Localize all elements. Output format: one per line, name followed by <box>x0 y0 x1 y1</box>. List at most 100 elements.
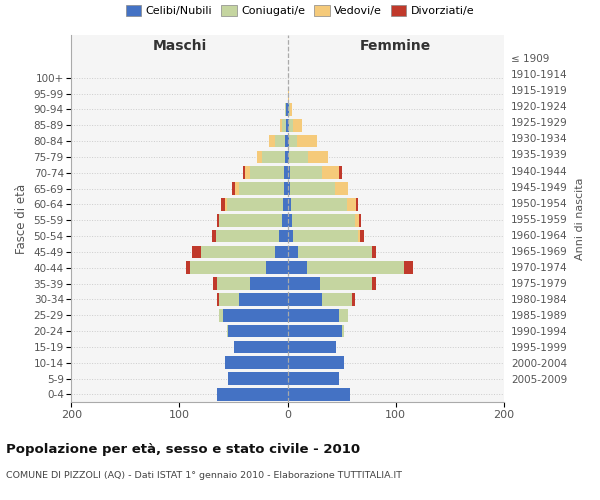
Bar <box>235 182 239 195</box>
Bar <box>269 135 275 147</box>
Bar <box>289 119 293 132</box>
Bar <box>322 293 352 306</box>
Bar <box>287 166 290 179</box>
Text: Femmine: Femmine <box>360 39 431 53</box>
Bar <box>250 278 287 290</box>
Bar <box>228 325 287 338</box>
Bar <box>245 166 250 179</box>
Bar <box>286 103 287 116</box>
Bar <box>284 182 287 195</box>
Bar <box>287 372 340 385</box>
Bar <box>287 135 289 147</box>
Bar <box>220 309 223 322</box>
Bar <box>193 246 201 258</box>
Bar <box>275 246 287 258</box>
Bar <box>233 340 287 353</box>
Bar <box>291 198 347 211</box>
Bar <box>287 214 292 226</box>
Bar <box>290 103 292 116</box>
Bar <box>360 230 364 242</box>
Bar <box>262 150 286 164</box>
Y-axis label: Anni di nascita: Anni di nascita <box>575 178 585 260</box>
Bar <box>372 278 376 290</box>
Bar <box>283 198 287 211</box>
Bar <box>275 135 286 147</box>
Bar <box>212 230 216 242</box>
Bar <box>287 103 289 116</box>
Bar <box>223 309 287 322</box>
Bar <box>225 356 287 369</box>
Bar <box>228 372 287 385</box>
Bar <box>287 340 336 353</box>
Text: COMUNE DI PIZZOLI (AQ) - Dati ISTAT 1° gennaio 2010 - Elaborazione TUTTITALIA.IT: COMUNE DI PIZZOLI (AQ) - Dati ISTAT 1° g… <box>6 470 402 480</box>
Text: Maschi: Maschi <box>152 39 206 53</box>
Bar <box>355 214 359 226</box>
Bar <box>220 214 282 226</box>
Bar <box>298 246 372 258</box>
Bar <box>404 262 413 274</box>
Bar <box>359 214 361 226</box>
Legend: Celibi/Nubili, Coniugati/e, Vedovi/e, Divorziati/e: Celibi/Nubili, Coniugati/e, Vedovi/e, Di… <box>121 0 479 20</box>
Bar <box>289 103 290 116</box>
Bar <box>290 182 335 195</box>
Bar <box>293 230 358 242</box>
Y-axis label: Fasce di età: Fasce di età <box>15 184 28 254</box>
Bar <box>257 150 262 164</box>
Bar <box>280 119 282 132</box>
Bar <box>287 388 350 401</box>
Bar <box>340 166 341 179</box>
Bar <box>287 278 320 290</box>
Bar <box>190 262 266 274</box>
Bar <box>356 198 358 211</box>
Bar <box>287 246 298 258</box>
Bar <box>286 119 287 132</box>
Bar <box>287 230 293 242</box>
Bar <box>266 262 287 274</box>
Bar <box>227 198 283 211</box>
Bar <box>217 293 220 306</box>
Bar <box>282 214 287 226</box>
Text: Popolazione per età, sesso e stato civile - 2010: Popolazione per età, sesso e stato civil… <box>6 442 360 456</box>
Bar <box>289 150 308 164</box>
Bar <box>287 150 289 164</box>
Bar <box>286 150 287 164</box>
Bar <box>282 119 286 132</box>
Bar <box>201 246 275 258</box>
Bar <box>279 230 287 242</box>
Bar <box>297 135 317 147</box>
Bar <box>289 135 297 147</box>
Bar <box>307 262 404 274</box>
Bar <box>372 246 376 258</box>
Bar <box>220 293 239 306</box>
Bar <box>293 119 302 132</box>
Bar <box>290 166 322 179</box>
Bar <box>287 182 290 195</box>
Bar <box>287 325 341 338</box>
Bar <box>287 198 291 211</box>
Bar <box>340 309 348 322</box>
Bar <box>287 356 344 369</box>
Bar <box>213 278 217 290</box>
Bar <box>239 182 284 195</box>
Bar <box>227 325 228 338</box>
Bar <box>243 166 245 179</box>
Bar <box>347 198 356 211</box>
Bar <box>335 182 348 195</box>
Bar <box>217 388 287 401</box>
Bar <box>287 119 289 132</box>
Bar <box>217 214 220 226</box>
Bar <box>186 262 190 274</box>
Bar <box>320 278 372 290</box>
Bar <box>286 135 287 147</box>
Bar <box>232 182 235 195</box>
Bar <box>284 166 287 179</box>
Bar <box>250 166 284 179</box>
Bar <box>287 293 322 306</box>
Bar <box>221 198 225 211</box>
Bar <box>341 325 344 338</box>
Bar <box>292 214 355 226</box>
Bar <box>358 230 360 242</box>
Bar <box>239 293 287 306</box>
Bar <box>287 309 340 322</box>
Bar <box>287 88 289 100</box>
